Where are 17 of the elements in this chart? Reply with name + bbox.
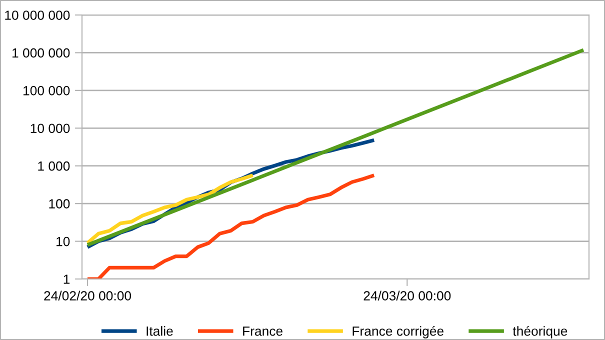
y-tick-label: 1 [64, 274, 70, 284]
y-tick-label: 1 000 [38, 161, 70, 171]
legend-label: France corrigée [352, 326, 444, 338]
legend-label: Italie [146, 326, 173, 336]
y-tick-label: 10 [56, 236, 70, 246]
y-tick-label: 100 [49, 199, 70, 208]
y-tick-label: 1 000 000 [12, 48, 70, 58]
legend-label: théorique [512, 326, 568, 338]
legend-label: France [243, 326, 282, 336]
line-series [86, 48, 586, 247]
y-tick-label: 100 000 [24, 86, 70, 96]
x-tick-label: 24/02/20 00:00 [44, 290, 132, 300]
x-tick-label: 24/03/20 00:00 [364, 290, 451, 300]
y-tick-label: 10 000 000 [5, 10, 70, 20]
y-tick-label: 10 000 [30, 124, 70, 134]
line-series [86, 173, 376, 279]
line-series [86, 173, 255, 245]
